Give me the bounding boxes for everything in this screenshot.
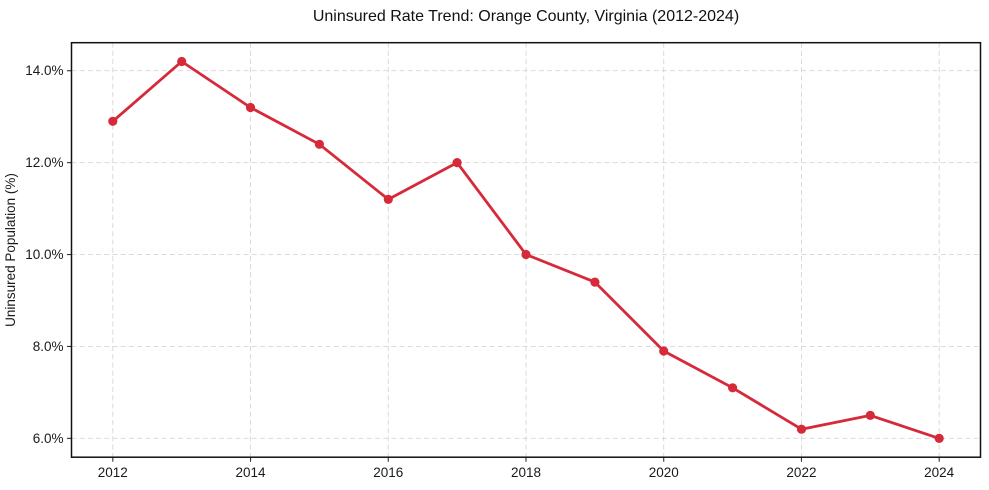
x-tick-label: 2022: [786, 465, 816, 480]
y-tick-label: 14.0%: [25, 63, 63, 78]
data-point: [865, 410, 875, 420]
y-tick-label: 6.0%: [33, 431, 64, 446]
data-point: [452, 158, 462, 168]
x-tick-label: 2024: [924, 465, 955, 480]
y-tick-label: 10.0%: [25, 247, 63, 262]
axes: 2012 2014 2016 2018 2020 2022 2024 6.0% 8.0% 10.0…: [25, 41, 982, 480]
y-axis-label: Uninsured Population (%): [3, 173, 18, 327]
x-tick-label: 2016: [373, 465, 403, 480]
chart-title: Uninsured Rate Trend: Orange County, Vir…: [313, 8, 739, 25]
data-point: [934, 433, 944, 443]
y-tick-label: 12.0%: [25, 155, 63, 170]
data-point: [728, 383, 738, 393]
x-tick-label: 2020: [649, 465, 679, 480]
data-point: [659, 346, 669, 356]
data-point: [177, 56, 187, 67]
data-point: [108, 116, 118, 126]
data-point: [383, 194, 393, 204]
y-tick-label: 8.0%: [33, 339, 64, 354]
data-point: [796, 424, 807, 434]
data-point: [590, 277, 600, 287]
data-point: [245, 102, 256, 113]
plot-border: [70, 41, 982, 458]
x-tick-label: 2014: [236, 465, 267, 480]
data-point: [314, 139, 324, 149]
data-series: [108, 56, 944, 443]
x-tick-label: 2018: [511, 465, 541, 480]
gridlines: [71, 42, 981, 458]
x-tick-label: 2012: [98, 465, 128, 480]
data-point: [521, 249, 531, 260]
